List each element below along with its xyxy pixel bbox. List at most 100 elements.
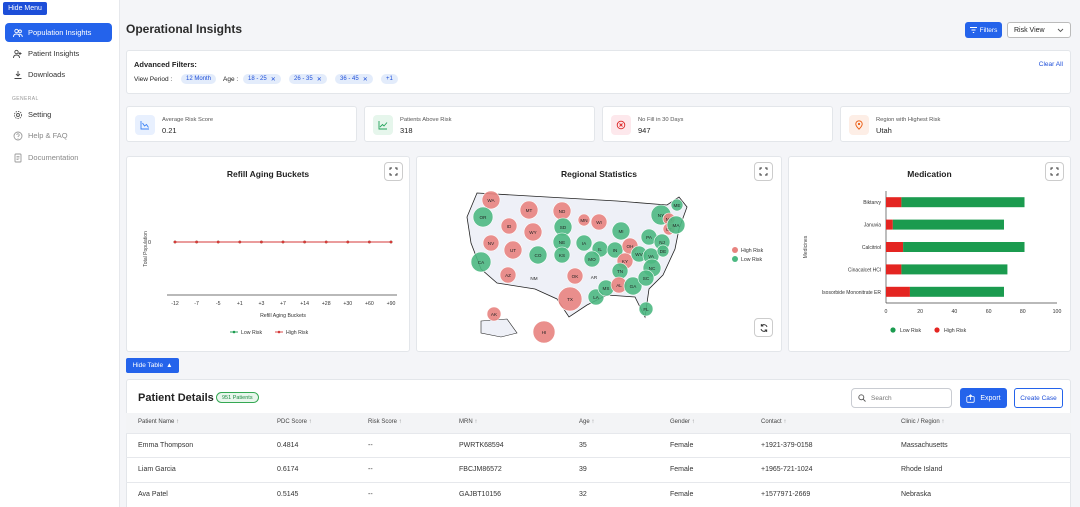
chip-label: 18 - 25 [248,76,267,82]
state-bubble-ga [623,276,643,296]
document-icon [12,152,23,163]
state-label: NY [658,213,664,218]
search-placeholder: Search [871,394,892,402]
state-bubble-ut [503,240,523,260]
state-label: GA [630,284,638,289]
column-header[interactable]: Patient Name ↑ [138,419,179,425]
table-cell: +1921-379-0158 [761,442,813,449]
hide-table-button[interactable]: Hide Table ▲ [126,358,179,373]
sort-arrow-icon[interactable]: ↑ [397,419,402,425]
table-cell[interactable]: Ava Patel [138,491,168,498]
state-bubble-ma [666,215,686,235]
state-bubble-tx [557,286,583,312]
nav-population-insights[interactable]: Population Insights [5,23,112,42]
sort-arrow-icon[interactable]: ↑ [174,419,180,425]
state-label: TX [567,297,573,302]
sort-arrow-icon[interactable]: ↑ [939,419,945,425]
legend-label: High Risk [286,330,309,336]
column-header[interactable]: Gender ↑ [670,419,695,425]
table-cell[interactable]: Liam Garcia [138,466,176,473]
state-bubble-ca [470,251,492,273]
nav-label: Downloads [28,70,66,79]
column-header-label: PDC Score [277,419,308,425]
column-header[interactable]: Contact ↑ [761,419,786,425]
chart-title: Medication [907,169,952,179]
age-chip[interactable]: 18 - 25 ✕ [243,74,281,84]
hide-menu-button[interactable]: Hide Menu [3,2,47,15]
state-bubble-mo [583,250,601,268]
column-header[interactable]: MRN ↑ [459,419,477,425]
y-tick-label: Isosorbide Mononitrate ER [822,290,882,296]
nav-setting[interactable]: Setting [5,105,112,124]
export-label: Export [980,394,1001,402]
expand-icon[interactable] [384,162,403,181]
kpi-label: Average Risk Score [162,117,214,123]
table-cell: GAJBT10156 [459,491,502,498]
close-icon[interactable]: ✕ [362,76,368,83]
y-tick-label: Biktarvy [863,200,881,206]
sort-arrow-icon[interactable]: ↑ [781,419,787,425]
column-header-label: MRN [459,419,473,425]
state-bubble-az [499,266,517,284]
table-cell: Female [670,442,694,449]
state-label: FL [643,307,649,312]
column-header[interactable]: Clinic / Region ↑ [901,419,944,425]
hide-table-label: Hide Table [132,362,164,369]
age-chip[interactable]: 26 - 35 ✕ [289,74,327,84]
column-header[interactable]: PDC Score ↑ [277,419,312,425]
column-header-label: Contact [761,419,782,425]
export-icon [966,393,975,403]
state-bubble-ok [566,267,584,285]
export-button[interactable]: Export [960,388,1007,408]
column-header-label: Gender [670,419,691,425]
expand-icon[interactable] [1045,162,1064,181]
state-label: UT [510,248,516,253]
column-header[interactable]: Age ↑ [579,419,594,425]
sort-arrow-icon[interactable]: ↑ [589,419,595,425]
nav-documentation[interactable]: Documentation [5,148,112,167]
table-cell: FBCJM86572 [459,466,502,473]
state-label: AR [591,275,598,280]
view-period-chip[interactable]: 12 Month [181,74,217,84]
data-point [260,240,263,244]
y-tick-label: Januvia [864,223,881,229]
nav-help-faq[interactable]: Help & FAQ [5,126,112,145]
state-label: AL [616,283,622,288]
gear-icon [12,109,23,120]
column-header[interactable]: Risk Score ↑ [368,419,402,425]
expand-icon[interactable] [754,162,773,181]
x-tick-label: +30 [343,301,352,307]
refresh-icon[interactable] [754,318,773,337]
age-chip[interactable]: 36 - 45 ✕ [335,74,373,84]
x-tick-label: +60 [365,301,374,307]
filters-button[interactable]: Filters [965,22,1002,38]
close-icon[interactable]: ✕ [270,76,276,83]
filters-label: Filters [979,26,998,34]
sort-arrow-icon[interactable]: ↑ [690,419,695,425]
table-cell[interactable]: Emma Thompson [138,442,194,449]
table-cell: 35 [579,442,587,449]
risk-view-select[interactable]: Risk View [1007,22,1071,38]
x-tick-label: -12 [171,301,179,307]
nav-downloads[interactable]: Downloads [5,65,112,84]
more-ages-chip[interactable]: +1 [381,74,398,84]
kpi-no-fill-30-days: No Fill in 30 Days 947 [602,106,833,142]
chart-title: Regional Statistics [560,169,638,179]
alaska-outline [480,318,518,338]
nav-patient-insights[interactable]: Patient Insights [5,44,112,63]
state-label: NJ [659,240,665,245]
bar-high-risk [886,242,904,252]
clear-all-link[interactable]: Clear All [1038,61,1063,68]
user-group-icon [12,48,23,59]
state-label: WI [596,220,602,225]
close-icon[interactable]: ✕ [316,76,322,83]
state-bubble-or [472,206,494,228]
search-input[interactable]: Search [851,388,952,408]
sort-arrow-icon[interactable]: ↑ [307,419,312,425]
row-divider [126,457,1071,458]
table-cell: -- [368,442,373,449]
nav-label: Setting [28,110,52,119]
sort-arrow-icon[interactable]: ↑ [472,419,478,425]
create-case-button[interactable]: Create Case [1014,388,1063,408]
table-cell: +1577971-2669 [761,491,811,498]
